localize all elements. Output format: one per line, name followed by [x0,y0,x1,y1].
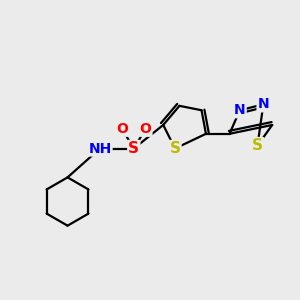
Text: N: N [257,98,269,111]
Text: S: S [252,138,263,153]
Text: O: O [140,122,152,136]
Text: NH: NH [88,142,112,155]
Text: S: S [128,141,139,156]
Text: O: O [116,122,128,136]
Text: S: S [169,141,181,156]
Text: N: N [234,103,246,117]
